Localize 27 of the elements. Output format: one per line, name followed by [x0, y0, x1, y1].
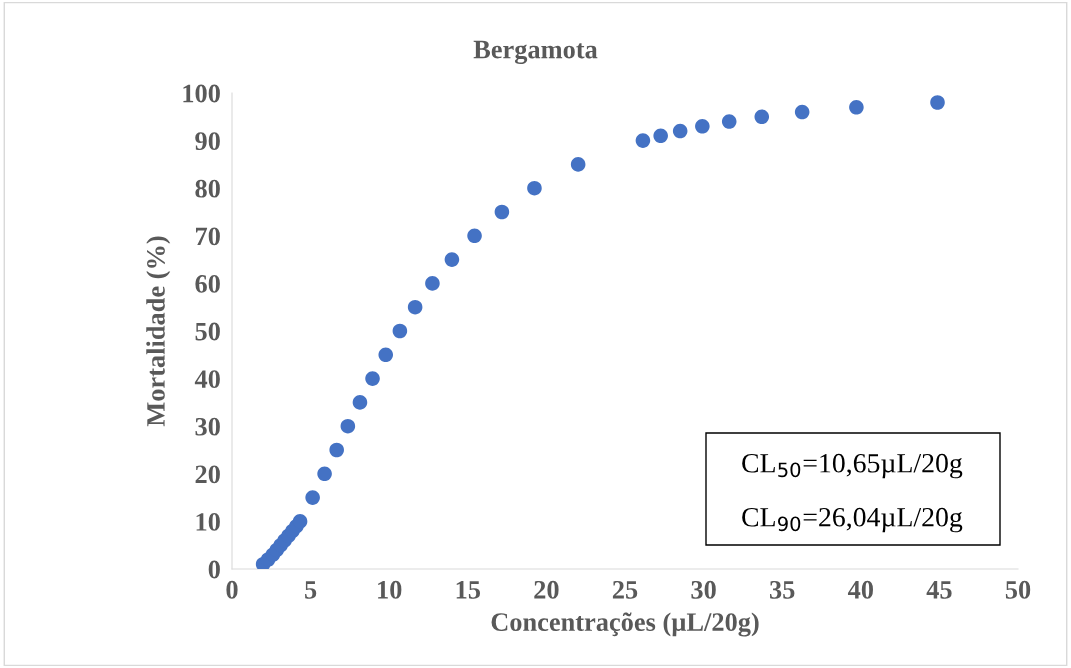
- x-tick-label: 35: [770, 580, 795, 599]
- y-tick-label: 0: [208, 560, 220, 579]
- annotation: CL$_{50}$=10,65µL/20g: [742, 453, 963, 479]
- annotation: CL$_{90}$=26,04µL/20g: [742, 507, 963, 533]
- y-tick-label: 40: [194, 370, 220, 389]
- x-tick-label: 15: [456, 581, 481, 599]
- y-tick-label: 90: [195, 132, 220, 151]
- y-tick-label: 80: [195, 179, 220, 198]
- y-tick-label: 20: [195, 465, 220, 484]
- y-tick-label: 50: [195, 322, 220, 341]
- y-tick-label: 60: [195, 275, 220, 293]
- x-tick-label: 20: [534, 580, 559, 599]
- x-tick-label: 45: [926, 581, 952, 599]
- x-tick-label: 10: [378, 580, 402, 599]
- y-tick-label: 30: [195, 417, 220, 436]
- x-axis-title: Concentrações (µL/20g): [491, 612, 759, 637]
- x-tick-label: 30: [691, 580, 716, 599]
- x-tick-label: 5: [305, 581, 317, 599]
- x-tick-label: 25: [612, 580, 638, 599]
- y-tick-label: 100: [183, 84, 220, 103]
- y-axis-title: Mortalidade (%): [146, 236, 171, 427]
- y-tick-label: 10: [196, 513, 220, 531]
- x-tick-label: 40: [847, 580, 873, 599]
- y-tick-label: 70: [196, 227, 220, 246]
- chart-title: Bergamota: [473, 40, 598, 64]
- x-tick-label: 50: [1005, 580, 1031, 599]
- x-tick-label: 0: [226, 580, 238, 599]
